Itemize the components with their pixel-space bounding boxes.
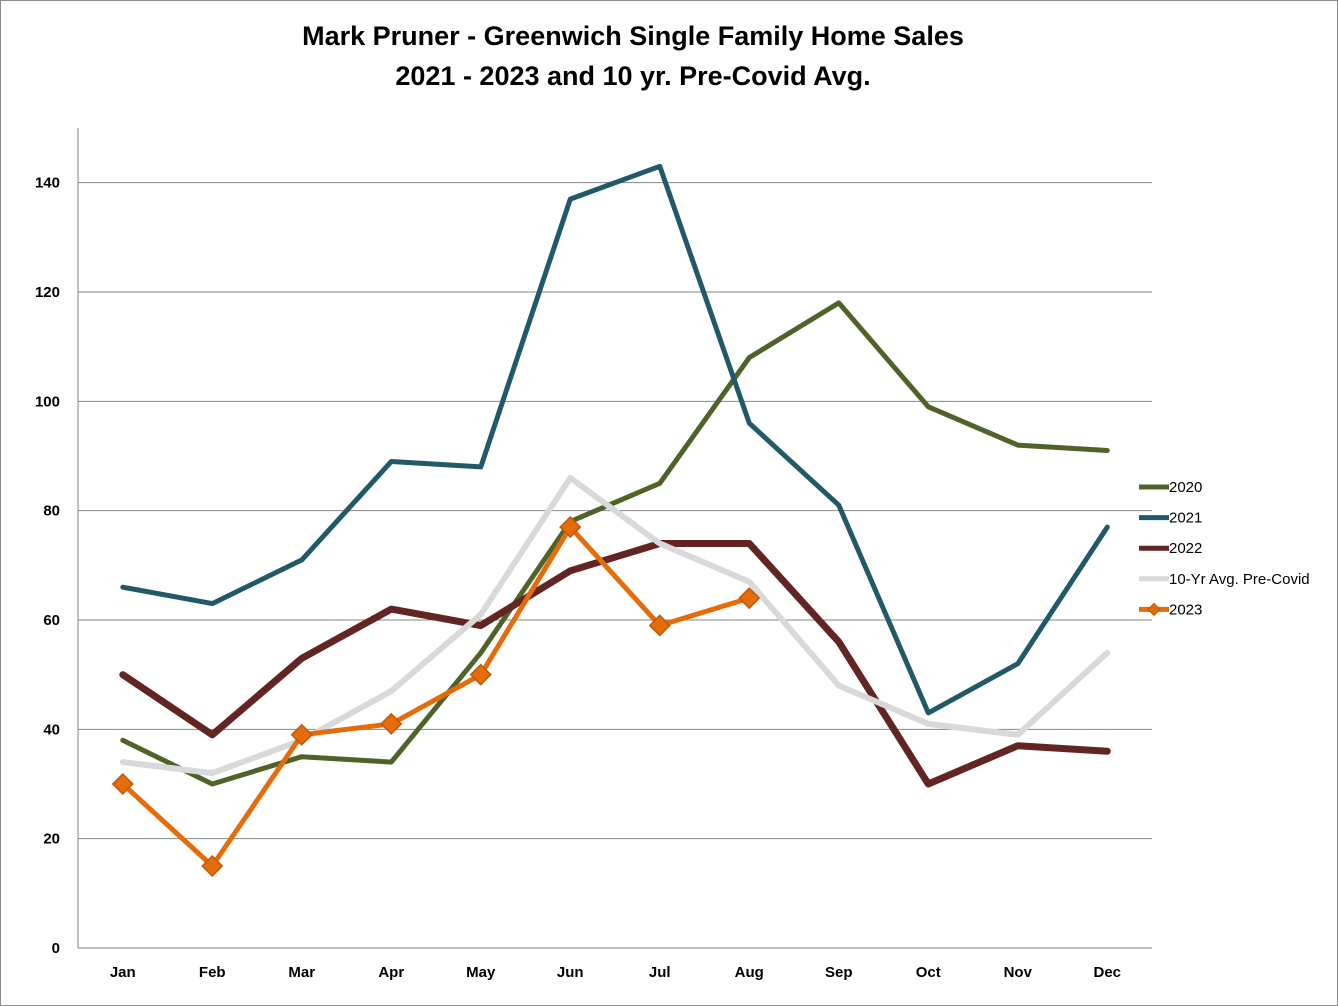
y-tick-label: 40 (43, 721, 60, 738)
x-tick-label-aug: Aug (735, 964, 764, 981)
series-line-2021 (120, 163, 1110, 716)
x-tick-label-apr: Apr (378, 964, 404, 981)
x-tick-label-dec: Dec (1093, 964, 1121, 981)
y-tick-label: 80 (43, 503, 60, 520)
data-point-2023-jan (111, 772, 134, 796)
legend-label-2022: 2022 (1169, 540, 1202, 557)
y-tick-label: 140 (35, 175, 60, 192)
x-axis-ticks: Jan Feb Mar Apr May Jun Jul Aug Sep Oct Nov Dec (110, 964, 1121, 981)
legend-marker-2023 (1147, 602, 1161, 617)
axes (77, 128, 1152, 949)
x-tick-label-may: May (466, 964, 496, 981)
x-tick-label-oct: Oct (916, 964, 941, 981)
data-point-2023-feb (201, 854, 224, 878)
series-line-10-yr-avg-pre-covid (119, 474, 1111, 777)
x-tick-label-jul: Jul (649, 964, 671, 981)
chart-title-block: Mark Pruner - Greenwich Single Family Ho… (0, 16, 1266, 96)
y-tick-label: 20 (43, 831, 60, 848)
y-tick-label: 120 (35, 284, 60, 301)
chart-title: Mark Pruner - Greenwich Single Family Ho… (302, 21, 964, 51)
legend-label-2021: 2021 (1169, 510, 1202, 527)
x-tick-label-jan: Jan (110, 964, 136, 981)
series-line-2023 (120, 524, 752, 869)
data-point-2023-apr (380, 712, 403, 735)
series-line-2022 (119, 540, 1111, 788)
series-line-2020 (120, 300, 1110, 787)
series-lines (111, 163, 1111, 878)
y-tick-label: 100 (35, 393, 60, 410)
x-tick-label-nov: Nov (1004, 964, 1033, 981)
data-point-2023-jun (559, 516, 582, 539)
y-tick-label: 0 (52, 940, 60, 957)
x-tick-label-feb: Feb (199, 964, 226, 981)
chart-subtitle: 2021 - 2023 and 10 yr. Pre-Covid Avg. (395, 61, 871, 91)
data-point-2023-mar (290, 723, 313, 746)
legend-label-2020: 2020 (1169, 479, 1202, 496)
y-axis-ticks: 0 20 40 60 80 100 120 140 (35, 175, 60, 957)
x-tick-label-jun: Jun (557, 964, 584, 981)
data-point-2023-may (469, 663, 492, 686)
x-tick-label-mar: Mar (288, 964, 315, 981)
data-point-2023-jul (648, 614, 671, 637)
x-tick-label-sep: Sep (825, 964, 853, 981)
legend-label-2023: 2023 (1169, 601, 1202, 618)
legend-label-10-yr-avg-pre-covid: 10-Yr Avg. Pre-Covid (1169, 571, 1310, 588)
y-tick-label: 60 (43, 612, 60, 629)
data-point-2023-aug (738, 587, 761, 610)
legend: 2020 2021 2022 10-Yr Avg. Pre-Covid 2023 (1139, 479, 1310, 618)
